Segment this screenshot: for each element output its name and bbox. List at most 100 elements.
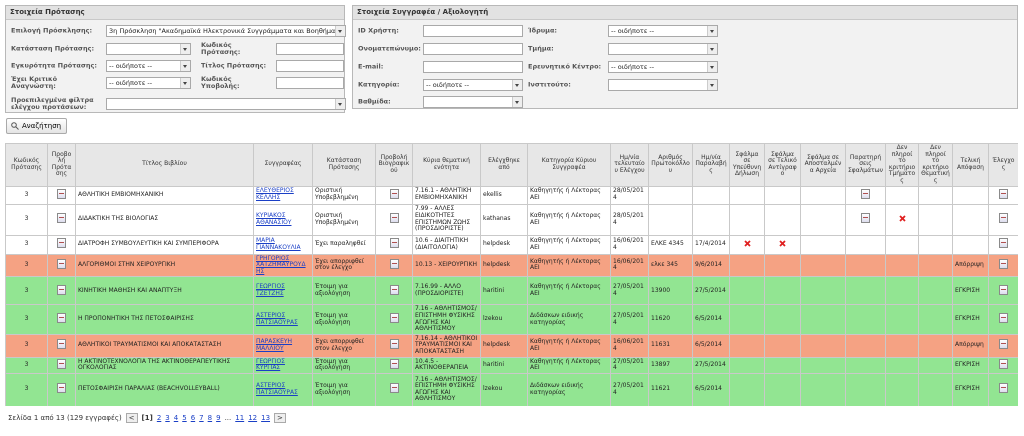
page-link[interactable]: 11 — [235, 414, 245, 422]
cell-text: lzekou — [483, 385, 503, 393]
doc-icon[interactable] — [389, 188, 399, 199]
select[interactable] — [608, 43, 718, 55]
field-label: Βαθμίδα: — [358, 97, 391, 106]
page-link[interactable]: 2 — [156, 414, 162, 422]
page-link[interactable]: 12 — [248, 414, 258, 422]
select[interactable] — [106, 98, 346, 110]
doc-icon[interactable] — [861, 188, 870, 199]
doc-icon[interactable] — [57, 313, 66, 324]
column-header: Προβολή Βιογραφικού — [375, 143, 413, 187]
cell-text: 13900 — [651, 286, 671, 294]
doc-icon[interactable] — [57, 259, 66, 270]
page-link[interactable]: 7 — [199, 414, 204, 422]
cell: 7.16 - ΑΘΛΗΤΙΣΜΟΣ/ΕΠΙΣΤΗΜΗ ΦΥΣΙΚΗΣ ΑΓΩΓΗ… — [412, 304, 481, 335]
text-input[interactable] — [423, 61, 523, 73]
page-link[interactable]: 5 — [182, 414, 187, 422]
select[interactable]: -- οιδήποτε -- — [608, 25, 718, 37]
cell: Καθηγητής ή Λέκτορας ΑΕΙ — [527, 276, 611, 306]
doc-icon[interactable] — [389, 284, 399, 295]
doc-icon[interactable] — [999, 339, 1008, 350]
cell-text: ΔΙΔΑΚΤΙΚΗ ΤΗΣ ΒΙΟΛΟΓΙΑΣ — [78, 215, 159, 223]
doc-icon[interactable] — [389, 339, 399, 350]
cell — [764, 253, 801, 278]
doc-icon[interactable] — [999, 383, 1008, 394]
page-link[interactable]: 8 — [207, 414, 213, 422]
doc-icon[interactable] — [999, 358, 1008, 369]
author-link[interactable]: ΑΣΤΕΡΙΟΣ ΠΑΤΣΙΑΟΥΡΑΣ — [256, 311, 298, 326]
doc-icon[interactable] — [389, 213, 399, 224]
select[interactable] — [423, 96, 523, 108]
doc-icon[interactable] — [389, 358, 399, 369]
page-link[interactable]: 4 — [173, 414, 179, 422]
select[interactable]: -- οιδήποτε -- — [106, 60, 191, 72]
doc-icon[interactable] — [57, 284, 66, 295]
doc-icon[interactable] — [389, 238, 399, 249]
doc-icon[interactable] — [389, 259, 399, 270]
cell — [988, 185, 1018, 205]
doc-icon[interactable] — [57, 358, 66, 369]
cell: 3 — [5, 253, 48, 278]
column-header: Αριθμός Πρωτοκόλλου — [648, 143, 693, 187]
page-link[interactable]: 3 — [165, 414, 170, 422]
doc-icon[interactable] — [999, 213, 1008, 224]
text-input[interactable] — [423, 25, 523, 37]
search-button[interactable]: Αναζήτηση — [6, 118, 68, 134]
cell — [47, 333, 76, 358]
cell: 3 — [5, 276, 48, 306]
select[interactable]: -- οιδήποτε -- — [608, 61, 718, 73]
author-link[interactable]: ΑΣΤΕΡΙΟΣ ΠΑΤΣΙΑΟΥΡΑΣ — [256, 382, 298, 396]
cell: 7.16 - ΑΘΛΗΤΙΣΜΟΣ/ΕΠΙΣΤΗΜΗ ΦΥΣΙΚΗΣ ΑΓΩΓΗ… — [412, 372, 481, 406]
cell: Καθηγητής ή Λέκτορας ΑΕΙ — [527, 203, 611, 236]
doc-icon[interactable] — [861, 213, 870, 224]
page-link[interactable]: < — [125, 413, 138, 423]
select[interactable]: 3η Πρόσκληση "Ακαδημαϊκά Ηλεκτρονικά Συγ… — [106, 25, 346, 37]
text-input[interactable] — [276, 60, 344, 72]
doc-icon[interactable] — [57, 238, 66, 249]
page-link[interactable]: > — [274, 413, 286, 423]
select[interactable] — [106, 43, 191, 55]
page-link[interactable]: ... — [224, 414, 232, 422]
doc-icon[interactable] — [999, 284, 1008, 295]
author-link[interactable]: ΕΛΕΥΘΕΡΙΟΣ ΚΕΛΛΗΣ — [256, 187, 294, 202]
text-input[interactable] — [276, 77, 344, 89]
cell — [845, 203, 886, 236]
doc-icon[interactable] — [57, 383, 66, 394]
doc-icon[interactable] — [57, 188, 66, 199]
page-link[interactable]: 13 — [261, 414, 271, 422]
doc-icon[interactable] — [999, 188, 1008, 199]
cell-text: ΑΘΛΗΤΙΚΟΙ ΤΡΑΥΜΑΤΙΣΜΟΙ ΚΑΙ ΑΠΟΚΑΤΑΣΤΑΣΗ — [78, 341, 222, 349]
doc-icon[interactable] — [999, 259, 1008, 270]
doc-icon[interactable] — [389, 383, 399, 394]
cell-text: 11621 — [651, 385, 671, 393]
cell-text: Απόρριψη — [955, 341, 984, 349]
text-input[interactable] — [276, 43, 344, 55]
author-link[interactable]: ΓΕΩΡΓΙΟΣ ΤΖΕΤΖΗΣ — [256, 283, 285, 297]
author-link[interactable]: ΜΑΡΙΑ ΓΙΑΝΝΑΚΟΥΛΙΑ — [256, 236, 301, 251]
page-link[interactable]: 9 — [216, 414, 221, 422]
author-link[interactable]: ΚΥΡΙΑΚΟΣ ΑΘΑΝΑΣΙΟΥ — [256, 211, 292, 226]
author-link[interactable]: ΠΑΡΑΣΚΕΥΗ ΜΑΛΛΙΟΥ — [256, 338, 293, 352]
cell — [47, 203, 76, 236]
page-link[interactable]: [1] — [141, 414, 153, 422]
doc-icon[interactable] — [57, 213, 66, 224]
doc-icon[interactable] — [389, 313, 399, 324]
select[interactable]: -- οιδήποτε -- — [106, 77, 191, 89]
select[interactable]: -- οιδήποτε -- — [423, 79, 523, 91]
cell-text: Έχει απορριφθεί στον έλεγχο — [315, 257, 364, 272]
page-link[interactable]: 6 — [190, 414, 196, 422]
cell: ΓΡΗΓΟΡΙΟΣ ΧΑΤΖΗΜΑΥΡΟΥΔΗΣ — [253, 253, 313, 278]
search-icon — [11, 122, 19, 130]
doc-icon[interactable] — [999, 313, 1008, 324]
doc-icon[interactable] — [999, 238, 1008, 249]
text-input[interactable] — [423, 43, 523, 55]
control-value: -- οιδήποτε -- — [109, 62, 153, 70]
select[interactable] — [608, 79, 718, 91]
author-link[interactable]: ΓΡΗΓΟΡΙΟΣ ΧΑΤΖΗΜΑΥΡΟΥΔΗΣ — [256, 254, 306, 275]
cell — [988, 333, 1018, 358]
author-link[interactable]: ΓΕΩΡΓΙΟΣ ΚΥΡΓΙΑΣ — [256, 357, 285, 372]
doc-icon[interactable] — [57, 339, 66, 350]
cell: 3 — [5, 372, 48, 406]
cell: helpdesk — [480, 253, 528, 278]
column-header: Έλεγχος — [988, 143, 1018, 187]
cell: 27/05/2014 — [610, 304, 649, 335]
